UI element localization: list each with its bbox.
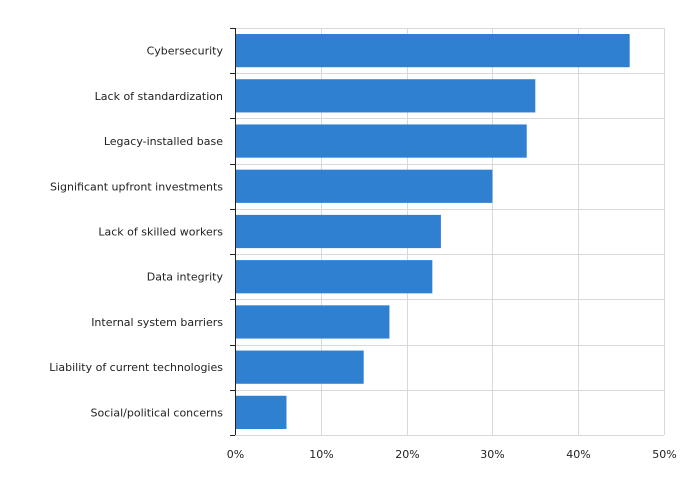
bar — [235, 395, 287, 429]
grid-layer — [235, 28, 665, 436]
bar-layer — [235, 34, 630, 429]
axis-layer — [230, 28, 236, 436]
label-layer: 0% 10% 20% 30% 40% 50% Cybersecurity Lack of st… — [49, 45, 677, 461]
x-tick-label: 50% — [652, 448, 676, 461]
x-tick-label: 0% — [227, 448, 244, 461]
category-label: Lack of skilled workers — [98, 226, 223, 239]
category-label: Internal system barriers — [91, 316, 223, 329]
x-tick-label: 30% — [480, 448, 504, 461]
bar — [235, 260, 433, 294]
category-label: Data integrity — [147, 271, 224, 284]
bar — [235, 79, 536, 113]
category-label: Lack of standardization — [95, 90, 223, 103]
bar — [235, 305, 390, 339]
x-tick-label: 20% — [395, 448, 419, 461]
bar — [235, 169, 493, 203]
category-label: Legacy-installed base — [104, 135, 223, 148]
x-tick-label: 40% — [566, 448, 590, 461]
bar — [235, 124, 527, 158]
bar — [235, 350, 364, 384]
bar — [235, 214, 441, 249]
category-label: Social/political concerns — [91, 406, 224, 419]
category-label: Liability of current technologies — [49, 361, 223, 374]
category-label: Significant upfront investments — [50, 180, 223, 193]
bar — [235, 34, 630, 68]
category-label: Cybersecurity — [147, 45, 224, 58]
x-tick-label: 10% — [309, 448, 333, 461]
